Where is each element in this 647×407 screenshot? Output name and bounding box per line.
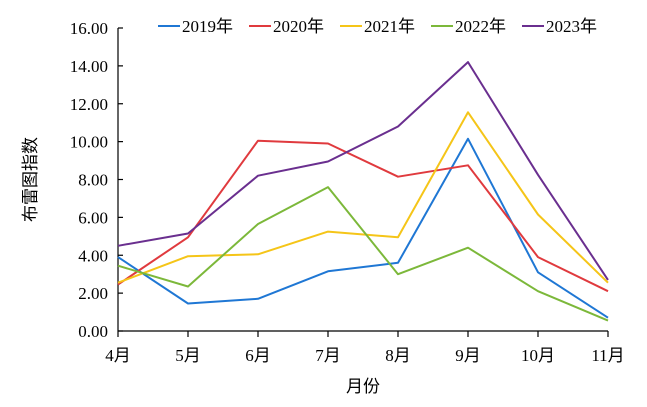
x-tick-label: 10月 [521, 346, 555, 365]
series-line-2022年 [117, 186, 609, 322]
x-axis-ticks: 4月 5月 6月 7月 8月 9月 10月 11月 [105, 331, 625, 365]
x-tick-label: 5月 [175, 346, 201, 365]
x-axis-title: 月份 [346, 377, 380, 397]
x-tick-label: 11月 [591, 346, 624, 365]
y-axis-ticks: 0.00 2.00 4.00 6.00 8.00 10.00 12.00 14.00 16.00 [70, 19, 123, 341]
y-tick-label: 6.00 [78, 208, 108, 227]
y-tick-label: 8.00 [78, 171, 108, 190]
series-line-2019年 [117, 137, 609, 319]
x-tick-label: 8月 [385, 346, 411, 365]
legend-label: 2023年 [546, 17, 597, 36]
y-tick-label: 16.00 [70, 19, 108, 38]
y-tick-label: 12.00 [70, 95, 108, 114]
x-tick-label: 9月 [455, 346, 481, 365]
legend-label: 2021年 [364, 17, 415, 36]
y-tick-label: 10.00 [70, 133, 108, 152]
x-tick-label: 7月 [315, 346, 341, 365]
legend: 2019年 2020年 2021年 2022年 2023年 [158, 17, 597, 36]
x-tick-label: 4月 [105, 346, 131, 365]
axes [117, 28, 608, 332]
legend-label: 2020年 [273, 17, 324, 36]
series-line-2021年 [117, 111, 609, 284]
y-tick-label: 2.00 [78, 284, 108, 303]
legend-label: 2019年 [182, 17, 233, 36]
series-line-2020年 [117, 139, 609, 293]
legend-label: 2022年 [455, 17, 506, 36]
y-tick-label: 0.00 [78, 322, 108, 341]
series-line-2023年 [117, 61, 609, 281]
y-axis-title: 布雷图指数 [21, 137, 41, 222]
x-tick-label: 6月 [245, 346, 271, 365]
series-lines [117, 61, 609, 322]
y-tick-label: 14.00 [70, 57, 108, 76]
y-tick-label: 4.00 [78, 246, 108, 265]
